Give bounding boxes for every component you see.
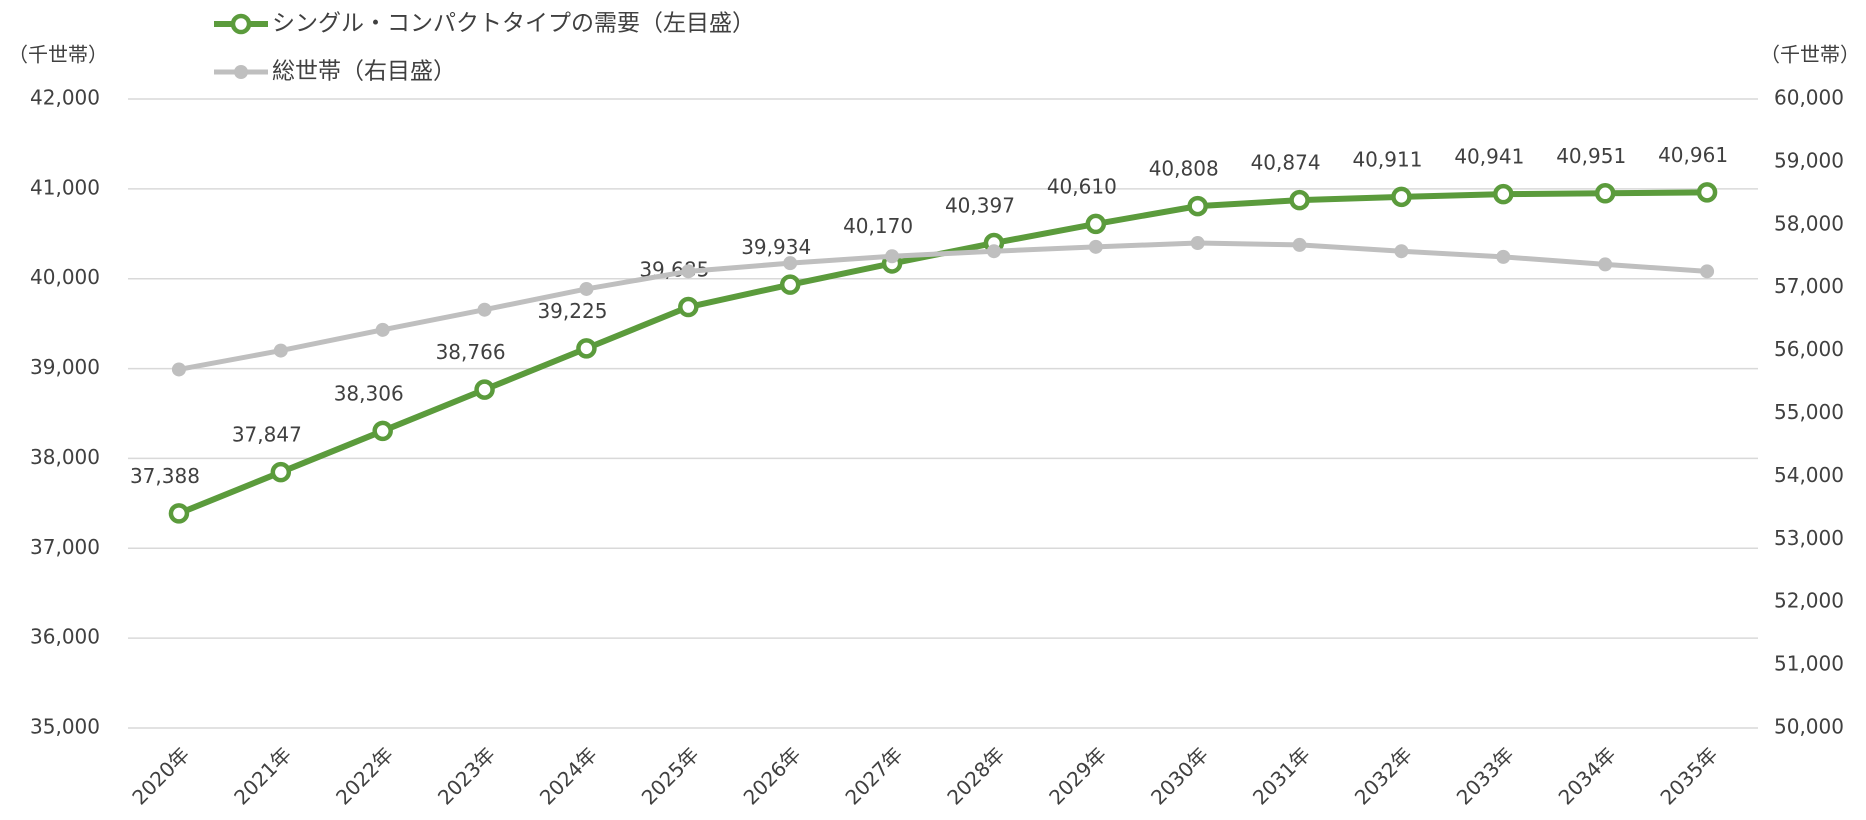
marker bbox=[885, 249, 900, 264]
series-line bbox=[178, 240, 1708, 372]
legend-marker bbox=[234, 65, 248, 79]
marker bbox=[270, 461, 292, 483]
y2-tick-label: 58,000 bbox=[1774, 211, 1844, 235]
x-tick-label: 2027年 bbox=[840, 742, 907, 809]
marker bbox=[579, 281, 594, 296]
legend-marker bbox=[230, 13, 252, 35]
x-tick-label: 2025年 bbox=[637, 742, 704, 809]
marker bbox=[783, 256, 798, 271]
data-label: 38,766 bbox=[436, 340, 506, 364]
data-label: 39,934 bbox=[741, 235, 811, 259]
marker bbox=[1391, 186, 1412, 208]
data-label: 38,306 bbox=[334, 381, 404, 405]
marker bbox=[1187, 195, 1208, 217]
legend-label: シングル・コンパクトタイプの需要（左目盛） bbox=[272, 11, 755, 37]
marker bbox=[375, 322, 390, 337]
marker bbox=[474, 379, 495, 400]
data-label: 40,808 bbox=[1149, 157, 1219, 181]
data-label: 39,225 bbox=[537, 299, 607, 323]
y2-tick-label: 55,000 bbox=[1774, 400, 1844, 424]
marker bbox=[168, 503, 190, 524]
marker bbox=[986, 244, 1001, 259]
data-label: 37,388 bbox=[130, 464, 200, 488]
marker bbox=[678, 296, 699, 318]
y-tick-label: 37,000 bbox=[30, 535, 100, 559]
marker bbox=[1598, 257, 1613, 272]
x-tick-label: 2032年 bbox=[1350, 742, 1417, 809]
y-tick-label: 35,000 bbox=[30, 715, 100, 739]
marker bbox=[477, 302, 492, 317]
legend-label: 総世帯（右目盛） bbox=[272, 59, 456, 85]
data-label: 40,610 bbox=[1047, 174, 1117, 198]
data-label: 40,961 bbox=[1658, 143, 1728, 167]
y-tick-label: 38,000 bbox=[30, 445, 100, 469]
data-label: 40,951 bbox=[1556, 144, 1626, 168]
y-axis-label: （千世帯） bbox=[8, 43, 108, 67]
x-tick-label: 2035年 bbox=[1655, 742, 1722, 809]
data-label: 40,170 bbox=[843, 214, 913, 238]
y2-tick-label: 50,000 bbox=[1774, 715, 1844, 739]
marker bbox=[1594, 183, 1616, 204]
data-label: 40,941 bbox=[1454, 145, 1524, 169]
marker bbox=[1696, 182, 1718, 203]
data-label: 37,847 bbox=[232, 423, 302, 447]
y-tick-label: 41,000 bbox=[30, 175, 100, 199]
data-label: 40,874 bbox=[1251, 151, 1321, 175]
y2-tick-label: 56,000 bbox=[1774, 337, 1844, 361]
x-tick-label: 2030年 bbox=[1146, 742, 1213, 809]
y2-tick-label: 59,000 bbox=[1774, 148, 1844, 172]
y2-tick-label: 51,000 bbox=[1774, 652, 1844, 676]
marker bbox=[1700, 264, 1715, 279]
marker bbox=[1289, 189, 1310, 211]
y2-axis-label: （千世帯） bbox=[1760, 43, 1860, 67]
x-tick-label: 2023年 bbox=[433, 742, 500, 809]
y2-tick-label: 52,000 bbox=[1774, 589, 1844, 613]
y2-tick-label: 54,000 bbox=[1774, 463, 1844, 487]
marker bbox=[273, 343, 288, 358]
marker bbox=[1085, 213, 1107, 235]
x-tick-label: 2020年 bbox=[127, 742, 194, 809]
x-tick-label: 2031年 bbox=[1248, 742, 1315, 809]
x-tick-label: 2022年 bbox=[331, 742, 398, 809]
y-tick-label: 42,000 bbox=[30, 86, 100, 110]
marker bbox=[1292, 237, 1307, 252]
y-tick-label: 40,000 bbox=[30, 265, 100, 289]
y2-tick-label: 57,000 bbox=[1774, 274, 1844, 298]
x-tick-label: 2034年 bbox=[1554, 742, 1621, 809]
series-line bbox=[177, 189, 1708, 517]
x-tick-label: 2021年 bbox=[229, 742, 296, 809]
marker bbox=[171, 362, 186, 377]
marker bbox=[1496, 249, 1511, 264]
x-tick-label: 2033年 bbox=[1452, 742, 1519, 809]
marker bbox=[1190, 236, 1205, 251]
data-label: 40,911 bbox=[1352, 147, 1422, 171]
x-tick-label: 2024年 bbox=[535, 742, 602, 809]
marker bbox=[681, 264, 696, 279]
x-tick-label: 2028年 bbox=[942, 742, 1009, 809]
marker bbox=[1394, 244, 1409, 259]
marker bbox=[372, 420, 393, 442]
marker bbox=[779, 274, 801, 295]
y-tick-label: 36,000 bbox=[30, 625, 100, 649]
marker bbox=[576, 338, 597, 359]
y2-tick-label: 60,000 bbox=[1774, 86, 1844, 110]
data-label: 40,397 bbox=[945, 194, 1015, 218]
marker bbox=[1493, 183, 1514, 205]
x-tick-label: 2026年 bbox=[739, 742, 806, 809]
y-tick-label: 39,000 bbox=[30, 355, 100, 379]
y2-tick-label: 53,000 bbox=[1774, 526, 1844, 550]
marker bbox=[1088, 239, 1103, 254]
x-tick-label: 2029年 bbox=[1044, 742, 1111, 809]
